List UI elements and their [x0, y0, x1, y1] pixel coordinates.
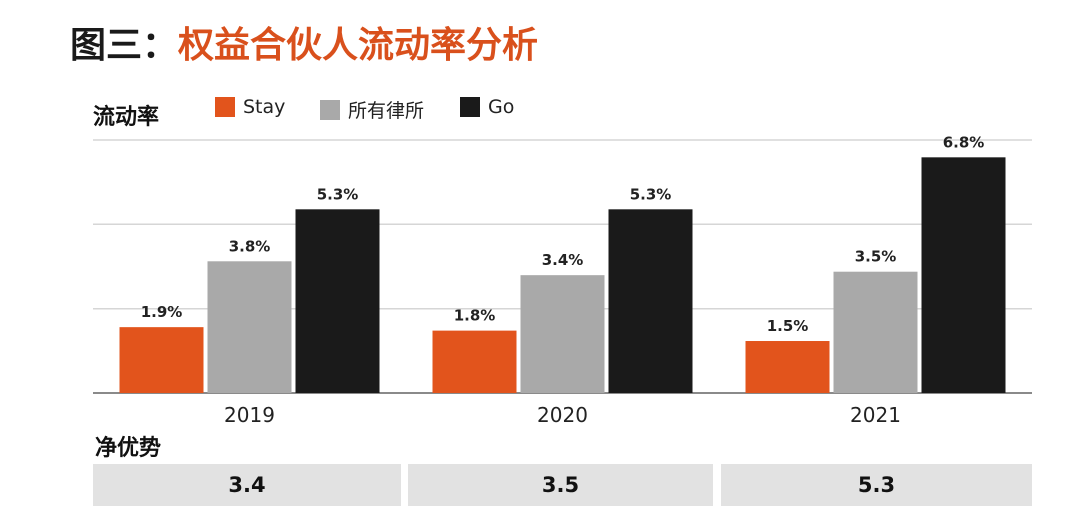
net-advantage-2019: 3.4: [93, 464, 401, 506]
legend-swatch-stay: [215, 97, 235, 117]
legend-swatch-all-firms: [320, 99, 340, 120]
legend-label-go: Go: [488, 96, 515, 118]
bar-2021-1: [833, 271, 918, 393]
bar-2019-2: [295, 209, 380, 393]
data-label-2019-2: 5.3%: [317, 185, 359, 203]
data-label-2020-0: 1.8%: [454, 307, 496, 325]
data-label-2020-2: 5.3%: [630, 185, 672, 203]
data-label-2019-0: 1.9%: [141, 303, 183, 321]
net-advantage-label: 净优势: [95, 436, 162, 461]
bar-chart: 1.9% 3.8% 5.3% 2019 1.8% 3.4% 5.3% 2020 1.5% 3.5%…: [93, 133, 1032, 427]
bar-2020-2: [608, 209, 693, 393]
legend-label-all-firms: 所有律所: [348, 100, 425, 122]
legend-item-all-firms: 所有律所: [320, 96, 424, 123]
legend-swatch-go: [460, 97, 480, 117]
net-advantage-2021: 5.3: [721, 464, 1032, 506]
bar-2020-1: [520, 275, 605, 393]
data-label-2021-0: 1.5%: [767, 317, 809, 335]
data-label-2021-2: 6.8%: [943, 133, 985, 151]
x-tick-label-2020: 2020: [537, 403, 588, 427]
x-tick-label-2019: 2019: [224, 403, 275, 427]
title-prefix: 图三：: [70, 25, 179, 66]
title-main: 权益合伙人流动率分析: [178, 25, 539, 66]
bar-2020-0: [432, 330, 517, 393]
net-advantage-2020: 3.5: [408, 464, 713, 506]
bar-2019-1: [207, 261, 292, 393]
data-label-2019-1: 3.8%: [229, 237, 271, 255]
bar-2021-0: [745, 341, 830, 393]
legend-item-go: Go: [460, 96, 514, 118]
legend-item-stay: Stay: [215, 96, 285, 118]
data-label-2020-1: 3.4%: [542, 251, 584, 269]
y-axis-label: 流动率: [93, 105, 160, 130]
bar-2021-2: [921, 157, 1006, 393]
chart-title: 图三：权益合伙人流动率分析: [70, 16, 538, 68]
data-label-2021-1: 3.5%: [855, 248, 897, 266]
bar-2019-0: [119, 327, 204, 393]
legend-label-stay: Stay: [243, 96, 286, 118]
x-tick-label-2021: 2021: [850, 403, 901, 427]
